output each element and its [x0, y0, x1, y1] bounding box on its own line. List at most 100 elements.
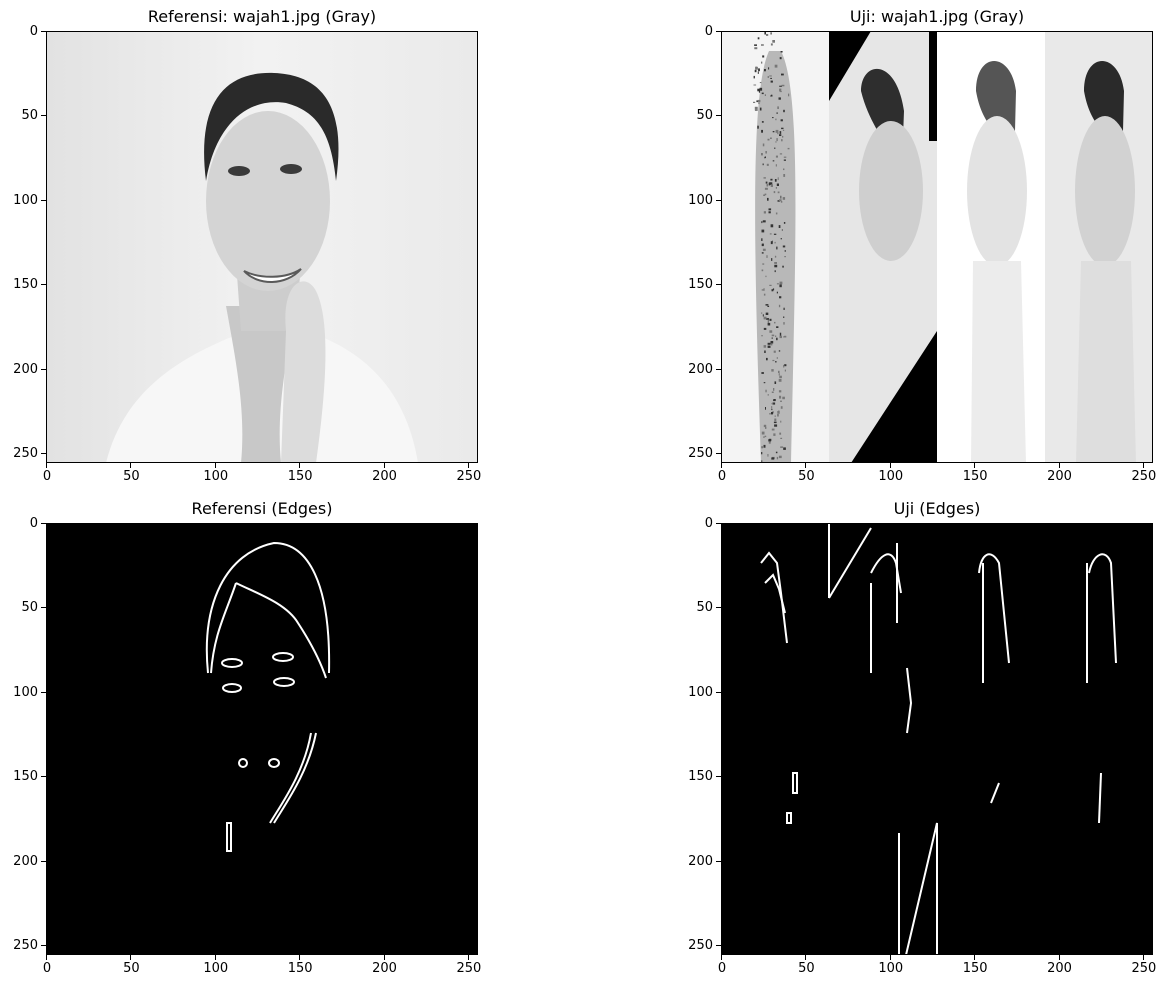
noise-dot [774, 381, 777, 384]
noise-dot [771, 428, 775, 431]
noise-dot [778, 304, 781, 308]
noise-dot [776, 326, 779, 328]
noise-dot [772, 402, 776, 405]
y-tick-mark [41, 31, 46, 32]
x-tick-mark [805, 463, 807, 468]
noise-dot [779, 296, 782, 299]
x-tick-label: 50 [123, 469, 140, 484]
noise-dot [765, 389, 767, 393]
noise-dot [779, 375, 782, 379]
noise-dot [779, 85, 782, 87]
noise-dot [768, 67, 770, 70]
noise-dot [766, 183, 769, 187]
noise-dot [763, 345, 767, 348]
noise-dot [770, 178, 773, 181]
y-tick-mark [41, 691, 46, 693]
noise-dot [783, 447, 786, 450]
y-tick-mark [41, 284, 46, 286]
y-tick-label: 0 [29, 516, 38, 531]
noise-dot [762, 163, 764, 166]
x-tick-label: 150 [962, 469, 988, 484]
y-tick-label: 0 [704, 516, 713, 531]
noise-dot [753, 75, 755, 79]
y-tick-label: 0 [704, 24, 713, 39]
x-tick-label: 200 [372, 469, 397, 484]
noise-dot [765, 181, 768, 184]
noise-dot [777, 106, 779, 109]
noise-dot [773, 399, 776, 401]
y-tick-label: 50 [696, 108, 713, 124]
noise-dot [770, 43, 773, 46]
noise-dot [763, 194, 766, 196]
noise-dot [783, 336, 786, 338]
noise-dot [777, 411, 780, 414]
noise-dot [774, 321, 776, 324]
noise-dot [762, 143, 765, 147]
x-tick-mark [889, 955, 891, 960]
noise-dot [782, 129, 785, 131]
noise-dot [784, 256, 786, 258]
noise-dot [783, 222, 786, 224]
noise-dot [765, 275, 767, 278]
noise-dot [764, 350, 766, 353]
y-tick-mark [716, 199, 721, 201]
y-tick-label: 150 [688, 769, 713, 785]
noise-dot [761, 452, 763, 455]
noise-dot [761, 446, 763, 449]
noise-dot [767, 197, 769, 201]
noise-dot [778, 225, 781, 228]
noise-dot [761, 431, 765, 435]
noise-dot [771, 403, 774, 405]
noise-dot [767, 322, 771, 326]
panel-title-ref-gray: Referensi: wajah1.jpg (Gray) [147, 7, 377, 26]
noise-dot [783, 322, 785, 325]
noise-dot [769, 284, 772, 286]
x-tick-mark [1058, 463, 1060, 468]
y-tick-mark [716, 368, 721, 370]
noise-dot [778, 378, 782, 382]
noise-dot [781, 139, 783, 142]
noise-dot [765, 407, 766, 410]
y-tick-label: 100 [688, 684, 713, 700]
noise-dot [776, 456, 779, 460]
noise-dot [782, 135, 784, 138]
noise-dot [783, 159, 786, 161]
noise-dot [775, 141, 777, 143]
y-tick-mark [716, 944, 721, 946]
noise-dot [761, 121, 764, 123]
noise-dot [766, 318, 769, 320]
noise-dot [764, 94, 766, 96]
noise-dot [774, 147, 776, 149]
x-tick-label: 150 [287, 961, 313, 976]
noise-dot [783, 156, 787, 158]
noise-dot [778, 97, 781, 100]
noise-dot [774, 64, 778, 68]
y-tick-mark [716, 607, 721, 609]
noise-dot [770, 32, 772, 35]
noise-dot [783, 174, 786, 177]
noise-dot [779, 88, 782, 92]
panel-title-test-gray: Uji: wajah1.jpg (Gray) [849, 7, 1025, 26]
noise-dot [770, 343, 773, 346]
noise-dot [780, 51, 783, 53]
noise-dot [761, 92, 764, 95]
y-tick-mark [716, 284, 721, 286]
noise-dot [774, 264, 778, 268]
x-tick-label: 200 [1047, 469, 1072, 484]
noise-dot [766, 255, 768, 258]
y-tick-label: 150 [13, 277, 38, 293]
noise-dot [771, 289, 774, 292]
noise-dot [775, 335, 777, 337]
x-tick-label: 200 [1047, 961, 1072, 976]
y-tick-mark [41, 860, 46, 862]
noise-dot [778, 390, 782, 393]
x-tick-mark [383, 955, 385, 960]
x-tick-mark [805, 955, 807, 960]
x-tick-mark [299, 955, 301, 960]
noise-dot [772, 40, 775, 43]
noise-dot [767, 342, 771, 345]
y-tick-label: 250 [13, 445, 38, 461]
noise-dot [777, 132, 779, 135]
y-tick-mark [716, 776, 721, 778]
x-tick-label: 200 [372, 961, 397, 976]
